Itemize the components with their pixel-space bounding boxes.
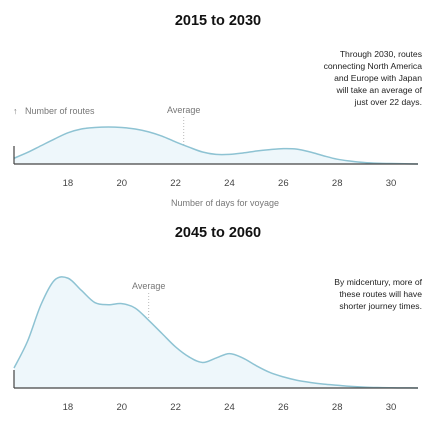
average-label: Average: [132, 281, 165, 291]
x-tick-label: 30: [386, 178, 397, 189]
x-tick-label: 22: [170, 178, 181, 189]
x-tick-label: 24: [224, 178, 235, 189]
annotation-line: connecting North America: [324, 61, 423, 71]
x-tick-label: 26: [278, 402, 289, 413]
x-tick-label: 26: [278, 178, 289, 189]
y-arrow-icon: ↑: [13, 106, 18, 116]
annotation-text: By midcentury, more of these routes will …: [334, 277, 422, 311]
x-tick-label: 18: [63, 402, 74, 413]
annotation-line: just over 22 days.: [354, 97, 422, 107]
x-tick-label: 24: [224, 402, 235, 413]
x-axis-label: Number of days for voyage: [171, 198, 279, 208]
annotation-text: Through 2030, routes connecting North Ame…: [324, 49, 423, 107]
x-tick-label: 28: [332, 178, 343, 189]
chart-title: 2045 to 2060: [175, 225, 261, 241]
x-tick-label: 18: [63, 178, 74, 189]
chart-2015-2030: 2015 to 2030 Through 2030, routes connect…: [13, 13, 423, 208]
y-axis-label: Number of routes: [25, 106, 95, 116]
series-line: [13, 126, 419, 165]
x-tick-label: 20: [116, 178, 127, 189]
x-tick-label: 20: [116, 402, 127, 413]
annotation-line: will take an average of: [335, 85, 422, 95]
x-tick-labels: 18 20 22 24 26 28 30: [63, 402, 397, 413]
x-tick-label: 30: [386, 402, 397, 413]
series-area: [14, 127, 418, 164]
annotation-line: Through 2030, routes: [340, 49, 422, 59]
x-tick-label: 22: [170, 402, 181, 413]
chart-title: 2015 to 2030: [175, 13, 261, 29]
chart-2045-2060: 2045 to 2060 By midcentury, more of these…: [13, 225, 423, 413]
average-label: Average: [167, 105, 200, 115]
x-tick-labels: 18 20 22 24 26 28 30: [63, 178, 397, 189]
series-line: [13, 276, 419, 389]
annotation-line: these routes will have: [339, 289, 422, 299]
average-marker: Average: [132, 281, 165, 388]
x-tick-label: 28: [332, 402, 343, 413]
annotation-line: shorter journey times.: [339, 301, 422, 311]
annotation-line: and Europe with Japan: [334, 73, 422, 83]
annotation-line: By midcentury, more of: [334, 277, 422, 287]
